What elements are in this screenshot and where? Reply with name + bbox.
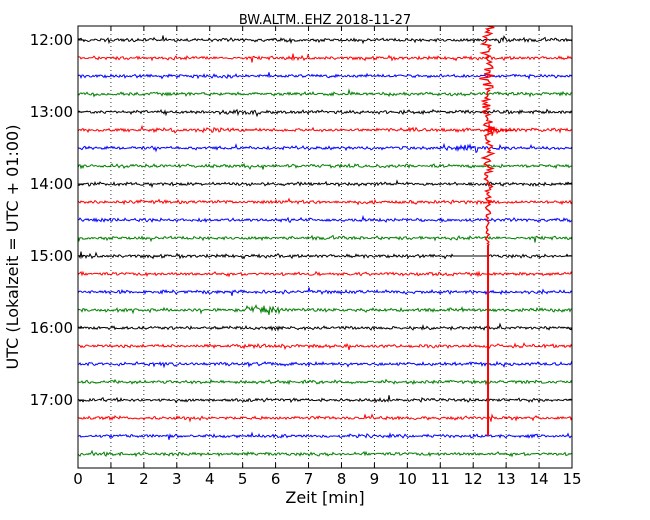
trace-18 [77,342,573,351]
plot-frame [77,25,573,469]
x-tick-label: 15 [562,470,581,488]
trace-5 [77,108,573,118]
y-axis-ticks: 12:00 13:00 14:00 15:00 16:00 17:00 [30,31,572,409]
trace-7 [77,142,573,154]
trace-2 [77,53,573,63]
y-tick-label: 16:00 [30,319,73,337]
trace-22 [77,413,573,423]
trace-9 [77,179,573,189]
trace-20 [77,378,573,386]
trace-3 [77,72,573,80]
x-axis-ticks: 0 1 2 3 4 5 6 7 8 9 10 11 12 13 14 15 [73,26,582,488]
trace-21 [77,395,573,404]
x-tick-label: 8 [337,470,347,488]
y-tick-label: 15:00 [30,247,73,265]
y-tick-label: 13:00 [30,103,73,121]
x-axis-label: Zeit [min] [285,488,364,507]
trace-15 [77,287,573,296]
y-axis-label: UTC (Lokalzeit = UTC + 01:00) [3,125,22,370]
x-tick-label: 6 [271,470,281,488]
trace-4 [77,88,573,98]
trace-10 [77,197,573,206]
trace-23 [77,431,573,440]
trace-group [77,35,573,458]
y-tick-label: 17:00 [30,391,73,409]
grid-lines [110,26,540,468]
x-tick-label: 13 [497,470,516,488]
trace-24 [77,449,573,458]
trace-14 [77,270,573,278]
y-tick-label: 14:00 [30,175,73,193]
x-tick-label: 5 [238,470,248,488]
event-signal [479,25,517,436]
x-tick-label: 3 [172,470,182,488]
chart-title: BW.ALTM..EHZ 2018-11-27 [239,13,411,28]
y-tick-label: 12:00 [30,31,73,49]
x-tick-label: 14 [530,470,549,488]
trace-11 [77,214,573,224]
trace-16 [77,304,573,316]
x-tick-label: 11 [431,470,450,488]
trace-13 [77,251,573,260]
x-tick-label: 10 [398,470,417,488]
x-tick-label: 4 [205,470,215,488]
trace-8 [77,162,573,170]
x-tick-label: 0 [73,470,83,488]
x-tick-label: 2 [139,470,149,488]
trace-17 [77,322,573,332]
x-tick-label: 7 [304,470,314,488]
trace-1 [77,35,573,45]
trace-19 [77,360,573,369]
event-trace [479,25,496,246]
x-tick-label: 12 [464,470,483,488]
x-tick-label: 1 [106,470,116,488]
event-coda [487,123,517,136]
trace-12 [77,234,573,243]
x-tick-label: 9 [370,470,380,488]
